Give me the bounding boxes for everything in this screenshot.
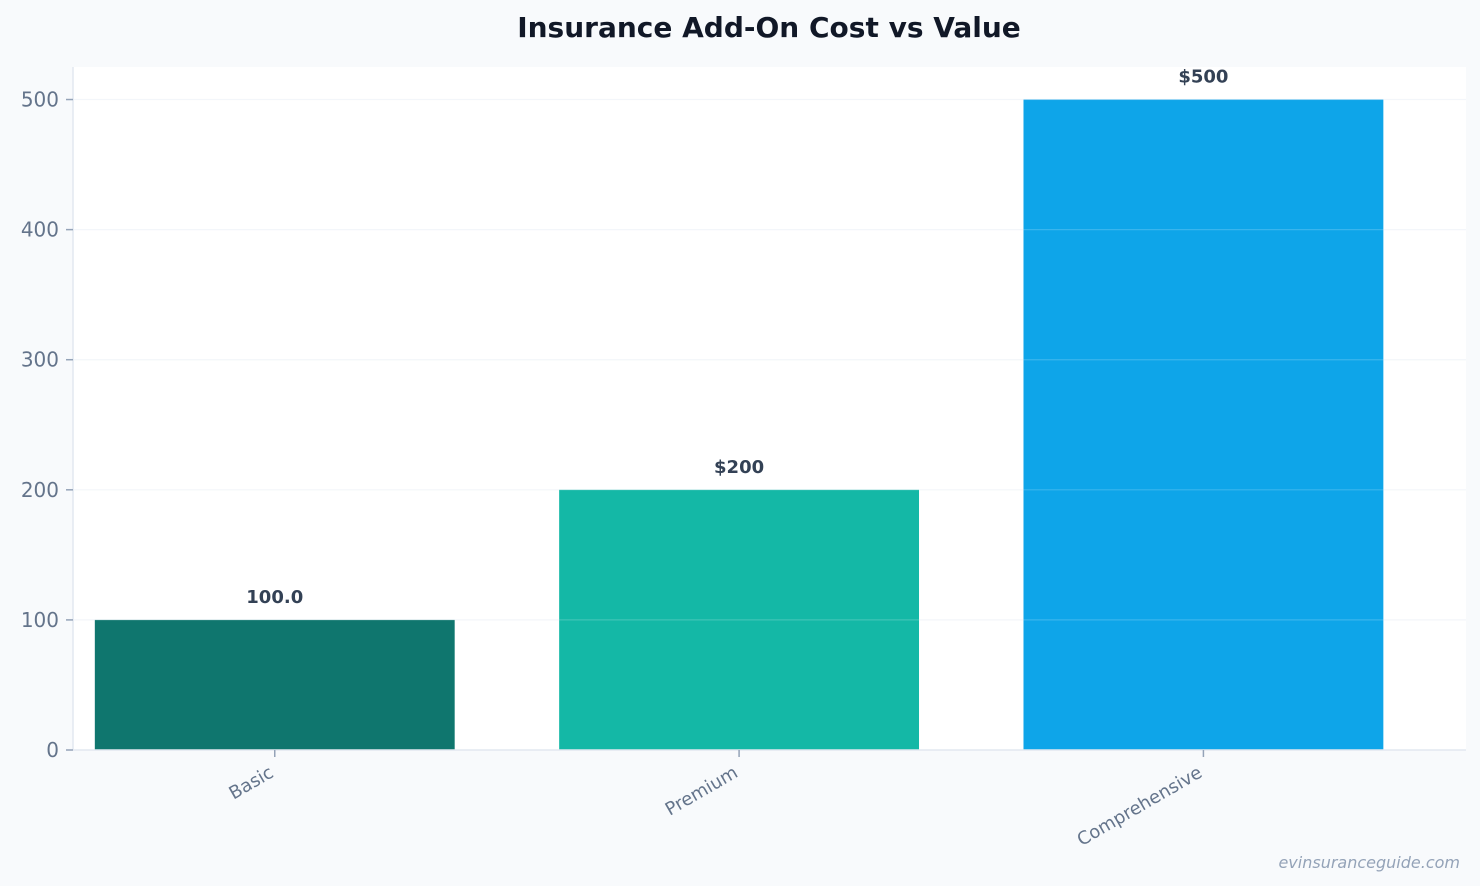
bar-premium xyxy=(559,489,920,750)
y-tick-label: 200 xyxy=(21,478,59,502)
chart-title: Insurance Add-On Cost vs Value xyxy=(517,11,1021,44)
x-tick-label-basic: Basic xyxy=(225,762,277,804)
y-tick-label: 300 xyxy=(21,348,59,372)
grid-overlay xyxy=(73,98,1466,621)
y-tick-label: 400 xyxy=(21,218,59,242)
data-label-comprehensive: $500 xyxy=(1178,67,1228,88)
data-label-basic: 100.0 xyxy=(246,587,303,608)
bars xyxy=(94,99,1384,751)
watermark-text: evinsuranceguide.com xyxy=(1278,853,1460,872)
x-tick-label-premium: Premium xyxy=(662,762,742,820)
x-tick-label-comprehensive: Comprehensive xyxy=(1074,762,1206,850)
data-labels: 100.0 $200 $500 xyxy=(246,67,1228,608)
y-axis-ticks: 0 100 200 300 400 500 xyxy=(21,88,73,762)
x-axis-ticks: Basic Premium Comprehensive xyxy=(225,750,1206,851)
y-tick-label: 100 xyxy=(21,608,59,632)
bar-basic xyxy=(94,619,455,750)
bar-comprehensive xyxy=(1023,99,1384,751)
data-label-premium: $200 xyxy=(714,457,764,478)
y-tick-label: 0 xyxy=(46,738,59,762)
y-tick-label: 500 xyxy=(21,88,59,112)
